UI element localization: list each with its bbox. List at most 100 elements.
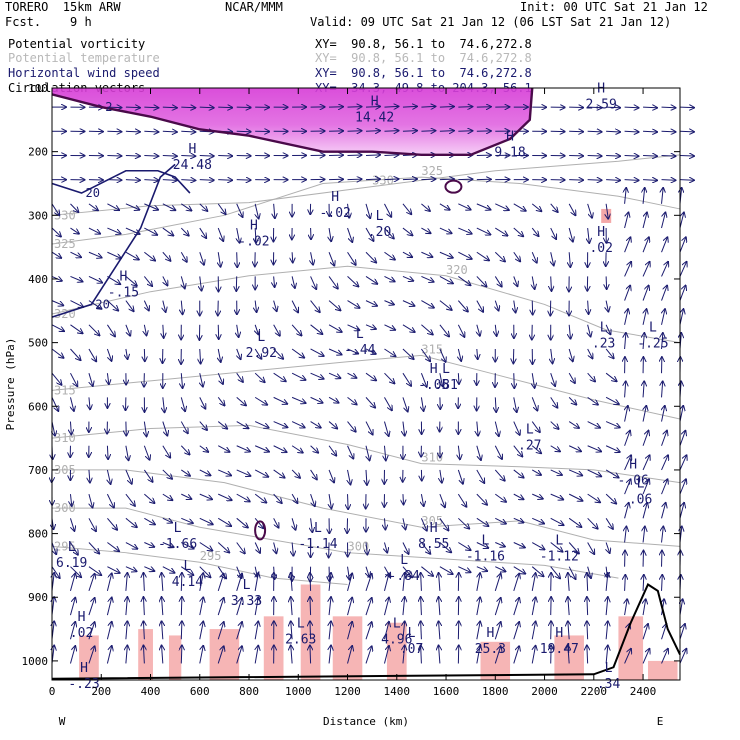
circulation-vector — [439, 518, 449, 530]
circulation-vector — [365, 574, 372, 592]
circulation-vector — [679, 455, 687, 471]
circulation-vector — [402, 275, 413, 280]
west-end-label: W — [59, 715, 66, 728]
circulation-vector — [605, 493, 616, 503]
circulation-vector — [70, 397, 73, 410]
circulation-vector — [624, 455, 632, 471]
circulation-vector — [365, 251, 376, 262]
circulation-vector — [643, 131, 657, 132]
circulation-vector — [365, 106, 380, 107]
circulation-vector — [328, 276, 338, 288]
circulation-vector — [69, 622, 75, 640]
circulation-vector — [494, 445, 502, 459]
circulation-vector — [458, 227, 471, 234]
circulation-vector — [568, 573, 569, 591]
x-tick-label: 200 — [91, 685, 111, 698]
circulation-vector — [532, 276, 534, 289]
circulation-vector — [569, 227, 573, 242]
circulation-vector — [642, 431, 648, 446]
extremum-marker: H — [430, 362, 438, 377]
fcst-label: Fcst. — [5, 15, 42, 29]
circulation-vector — [568, 621, 569, 640]
theta-contour-label: 320 — [446, 263, 468, 277]
circulation-vector — [310, 469, 317, 479]
circulation-vector — [643, 406, 646, 422]
circulation-vector — [513, 622, 519, 640]
extremum-value: 2.63 — [285, 632, 316, 647]
circulation-vector — [495, 566, 505, 572]
circulation-vector — [144, 227, 157, 235]
circulation-vector — [679, 503, 684, 519]
circulation-vector — [439, 645, 440, 664]
circulation-vector — [365, 348, 376, 354]
circulation-vector — [587, 107, 602, 108]
circulation-vector — [587, 131, 602, 132]
circulation-vector — [587, 180, 602, 181]
x-tick-label: 0 — [49, 685, 56, 698]
circulation-vector — [70, 324, 82, 334]
circulation-vector — [70, 421, 71, 435]
circulation-vector — [89, 373, 93, 386]
circulation-vector — [642, 286, 649, 301]
circulation-vector — [365, 421, 373, 435]
circulation-vector — [568, 397, 576, 404]
circulation-vector — [679, 237, 686, 253]
circulation-vector — [310, 276, 317, 289]
circulation-vector — [70, 348, 80, 360]
circulation-vector — [292, 252, 293, 262]
legend-pv-xy: XY= 90.8, 56.1 to 74.6,272.8 — [315, 37, 532, 51]
circulation-vector — [88, 348, 96, 361]
circulation-vector — [181, 155, 195, 156]
circulation-vector — [421, 275, 433, 281]
circulation-vector — [163, 300, 166, 312]
circulation-vector — [494, 646, 500, 664]
circulation-vector — [531, 542, 544, 550]
circulation-vector — [199, 622, 203, 640]
circulation-vector — [624, 237, 631, 253]
extremum-value: 4.14 — [172, 575, 203, 590]
circulation-vector — [679, 155, 694, 156]
circulation-vector — [532, 493, 543, 499]
circulation-vector — [236, 203, 243, 217]
circulation-vector — [292, 518, 295, 529]
circulation-vector — [439, 203, 450, 210]
circulation-vector — [680, 406, 683, 422]
circulation-vector — [126, 621, 127, 640]
circulation-vector — [384, 445, 385, 461]
circulation-vector — [310, 645, 311, 664]
circulation-vector — [439, 251, 453, 258]
circulation-vector — [255, 203, 258, 219]
circulation-vector — [51, 324, 64, 331]
circulation-vector — [384, 397, 391, 410]
circulation-vector — [125, 251, 139, 259]
circulation-vector — [162, 227, 173, 236]
circulation-vector — [254, 372, 264, 382]
circulation-vector — [162, 276, 168, 285]
circulation-vector — [162, 155, 177, 156]
extremum-marker: L — [174, 521, 182, 536]
circulation-vector — [421, 179, 435, 180]
circulation-vector — [365, 155, 380, 156]
extremum-value: -1.12 — [540, 550, 579, 565]
circulation-vector — [125, 324, 130, 336]
circulation-vector — [329, 597, 331, 616]
circulation-vector — [144, 131, 158, 132]
circulation-vector — [310, 348, 324, 356]
circulation-vector — [439, 131, 454, 132]
circulation-vector — [69, 574, 75, 592]
circulation-vector — [144, 251, 155, 260]
circulation-vector — [439, 621, 440, 640]
circulation-vector — [642, 479, 649, 495]
circulation-vector — [550, 517, 564, 525]
circulation-vector — [568, 645, 569, 664]
circulation-vector — [106, 348, 111, 361]
circulation-vector — [661, 155, 676, 156]
circulation-vector — [51, 203, 59, 215]
extremum-value: 6.19 — [56, 556, 87, 571]
circulation-vector — [162, 573, 163, 591]
circulation-vector — [662, 381, 663, 398]
circulation-vector — [328, 252, 334, 265]
circulation-vector — [274, 203, 275, 218]
circulation-vector — [642, 624, 648, 640]
circulation-vector — [89, 493, 93, 507]
